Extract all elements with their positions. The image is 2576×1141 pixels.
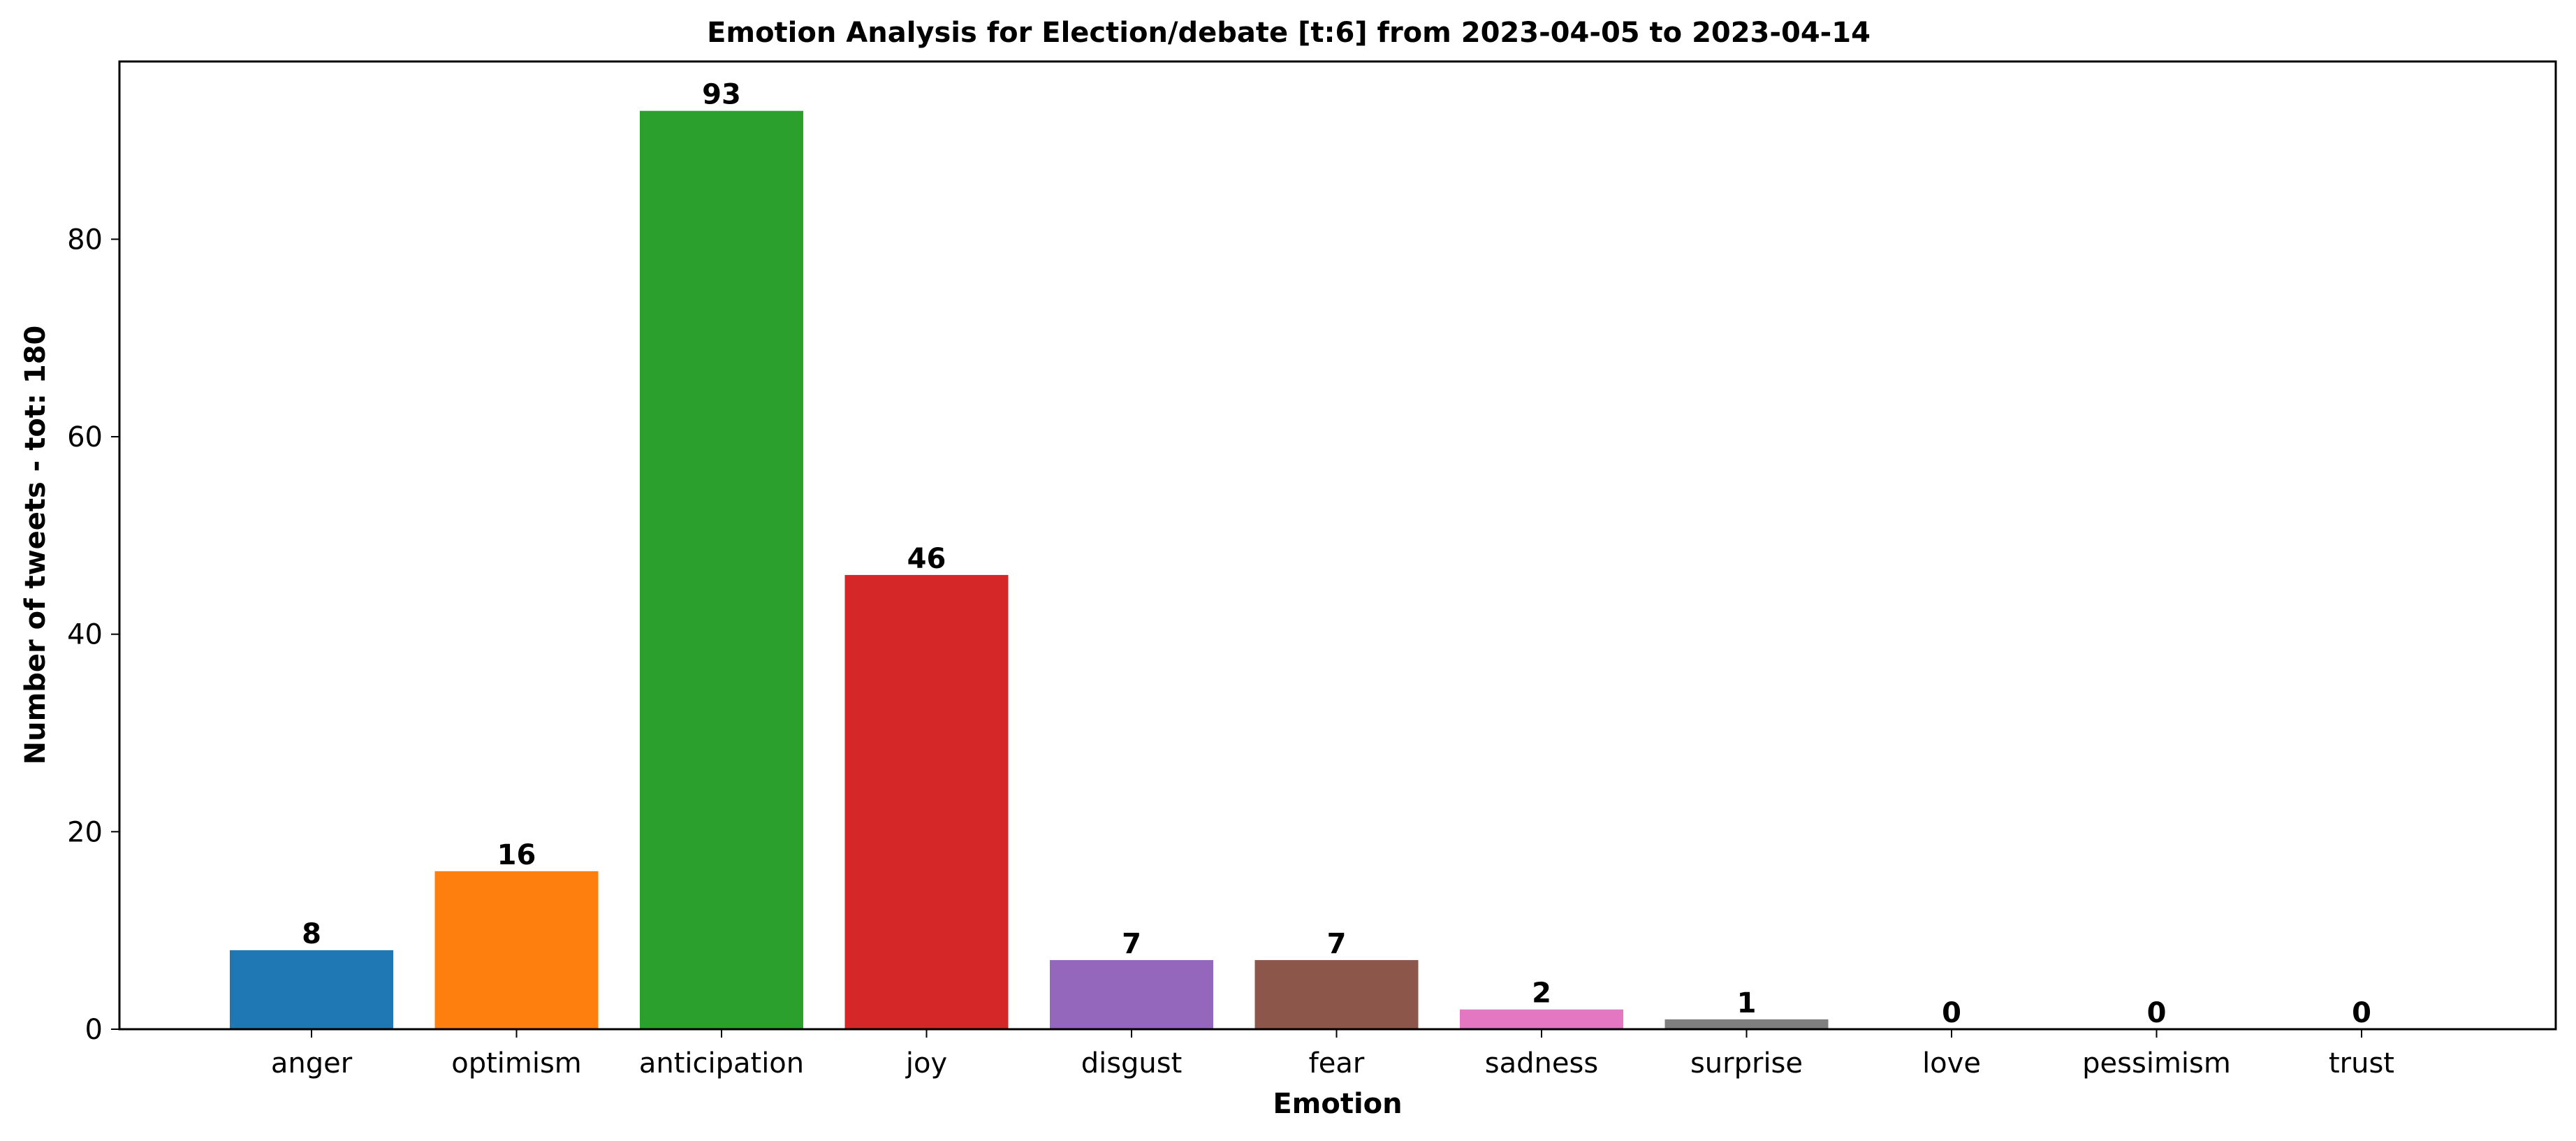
value-label-surprise: 1: [1737, 987, 1757, 1019]
x-tick-label-anticipation: anticipation: [639, 1047, 804, 1080]
bar-surprise: [1664, 1019, 1829, 1029]
y-tick-label-40: 40: [67, 619, 103, 651]
bar-anticipation: [640, 110, 803, 1029]
bar-sadness: [1460, 1009, 1623, 1029]
bar-disgust: [1050, 960, 1213, 1029]
value-label-sadness: 2: [1532, 978, 1551, 1010]
value-label-optimism: 16: [497, 839, 536, 871]
x-tick-label-sadness: sadness: [1485, 1047, 1598, 1080]
value-label-love: 0: [1942, 997, 1961, 1029]
value-label-pessimism: 0: [2147, 997, 2167, 1029]
x-tick-label-trust: trust: [2329, 1047, 2394, 1080]
value-label-anger: 8: [302, 918, 321, 950]
value-labels: 8 16 93 46 7 7 2 1 0 0 0: [302, 79, 2371, 1029]
x-tick-label-disgust: disgust: [1081, 1047, 1183, 1080]
bar-joy: [844, 574, 1009, 1029]
y-axis: 0 20 40 60 80: [67, 224, 119, 1046]
value-label-fear: 7: [1327, 928, 1347, 960]
x-tick-label-optimism: optimism: [451, 1047, 582, 1080]
plot-frame: [118, 60, 2557, 1031]
x-tick-label-fear: fear: [1309, 1047, 1365, 1080]
x-axis: anger optimism anticipation joy disgust fear s…: [271, 1029, 2394, 1080]
value-label-trust: 0: [2352, 997, 2371, 1029]
bar-anger: [230, 950, 393, 1029]
x-tick-label-anger: anger: [271, 1047, 353, 1080]
value-label-disgust: 7: [1122, 928, 1141, 960]
y-tick-label-60: 60: [67, 421, 103, 453]
x-tick-label-pessimism: pessimism: [2082, 1047, 2231, 1080]
x-tick-label-surprise: surprise: [1690, 1047, 1803, 1080]
chart-title: Emotion Analysis for Election/debate [t:…: [707, 17, 1871, 49]
x-axis-title: Emotion: [1273, 1088, 1402, 1120]
x-tick-label-love: love: [1922, 1047, 1981, 1080]
bar-optimism: [434, 871, 599, 1029]
y-tick-label-20: 20: [67, 816, 103, 848]
value-label-anticipation: 93: [702, 79, 741, 111]
x-tick-label-joy: joy: [905, 1047, 947, 1080]
bars: [230, 110, 1829, 1029]
y-tick-label-80: 80: [67, 224, 103, 256]
value-label-joy: 46: [907, 543, 946, 575]
bar-fear: [1254, 960, 1419, 1029]
y-axis-title: Number of tweets - tot: 180: [20, 326, 52, 765]
y-tick-label-0: 0: [85, 1014, 103, 1046]
